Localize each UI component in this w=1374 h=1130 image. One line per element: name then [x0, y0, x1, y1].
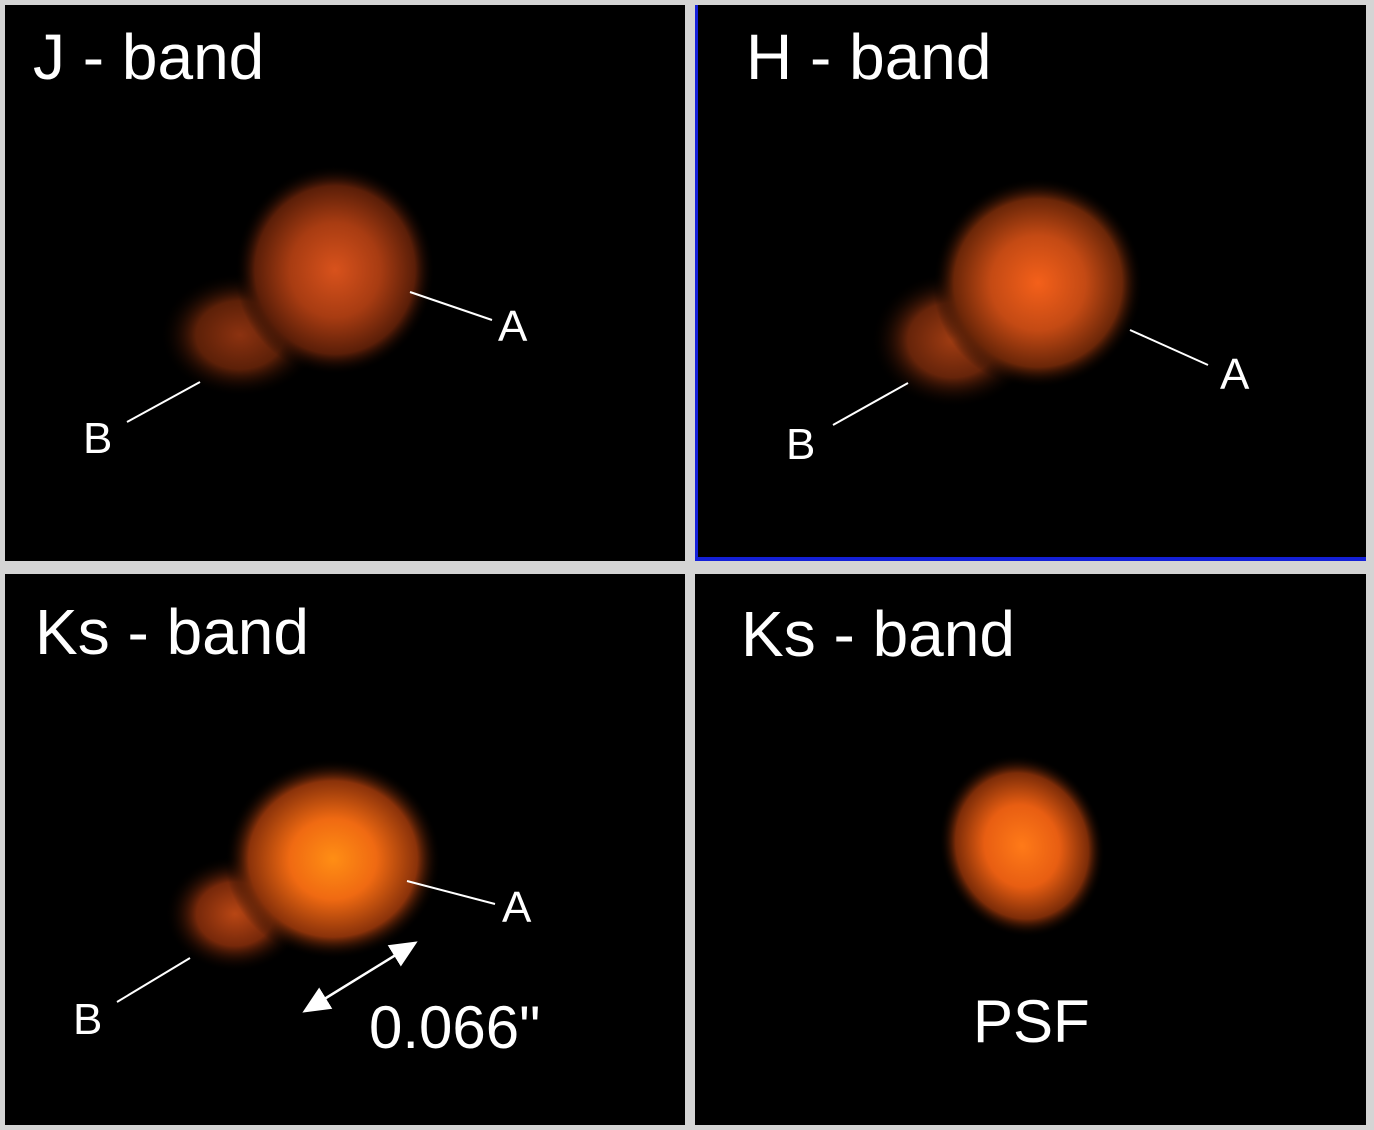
ks-pointer-b — [116, 957, 191, 1003]
j-source-a — [235, 165, 435, 375]
ks-band-image — [116, 759, 496, 1013]
panel-ks-band: Ks - band A B 0.066" — [5, 574, 685, 1125]
j-pointer-b — [126, 381, 201, 423]
h-source-a — [933, 178, 1143, 388]
label-a-ks: A — [502, 883, 532, 932]
panel-title-j: J - band — [33, 21, 265, 93]
label-a-h: A — [1220, 350, 1250, 399]
panel-title-h: H - band — [746, 21, 992, 93]
panel-psf: Ks - band PSF — [695, 574, 1366, 1125]
separation-arrow — [302, 941, 418, 1013]
panel-j-band: J - band A B — [5, 5, 685, 561]
panel-title-ks: Ks - band — [35, 596, 309, 668]
ks-pointer-a — [406, 880, 496, 905]
separation-label: 0.066" — [369, 994, 541, 1061]
label-b-h: B — [786, 420, 816, 469]
label-b-ks: B — [73, 995, 103, 1044]
psf-image — [938, 754, 1106, 938]
label-b-j: B — [83, 414, 113, 463]
panel-title-psf: Ks - band — [741, 598, 1015, 670]
j-pointer-a — [409, 291, 493, 321]
j-band-image — [126, 165, 493, 423]
h-pointer-b — [832, 382, 909, 426]
psf-label: PSF — [973, 988, 1090, 1055]
ks-source-a — [225, 759, 441, 959]
label-a-j: A — [498, 302, 528, 351]
panel-h-band: H - band A B — [695, 5, 1366, 561]
h-band-image — [832, 178, 1209, 426]
h-pointer-a — [1129, 329, 1209, 366]
psf-source — [938, 754, 1106, 938]
